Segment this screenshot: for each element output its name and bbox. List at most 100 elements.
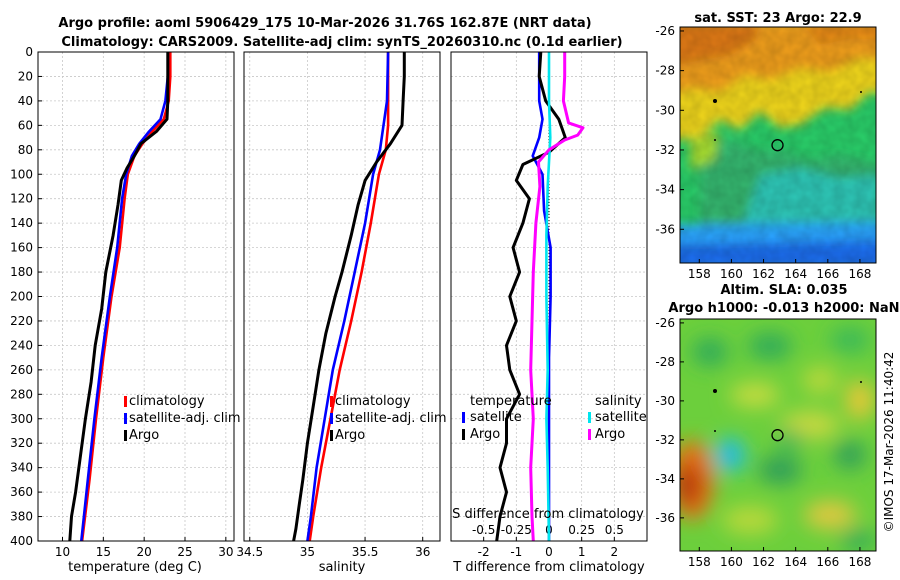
series-line-satellite-adj-clim: [306, 52, 390, 541]
map-x-tick-label: 160: [720, 555, 743, 569]
depth-tick-label: 80: [18, 143, 33, 157]
salinity-legend: climatology satellite-adj. clim Argo: [330, 394, 447, 443]
map-y-tick-label: -26: [655, 24, 675, 38]
map-y-tick-label: -34: [655, 472, 675, 486]
s-tick-label: -0.5: [472, 523, 495, 537]
map-x-tick-label: 166: [816, 555, 839, 569]
temperature-panel: 0 20 40 60 80 100 120 140 160 180 200 220 240 260 280 3…: [10, 45, 235, 559]
sla-field: [680, 319, 876, 551]
imos-credit: ©IMOS 17-Mar-2026 11:40:42: [882, 352, 896, 533]
panel-frame: [243, 51, 441, 542]
x-tick-label: 35.5: [352, 545, 379, 559]
depth-tick-label: 300: [10, 412, 33, 426]
sla-map-title-line1: Altim. SLA: 0.035: [721, 283, 848, 298]
profile-location-circle: [771, 139, 784, 152]
panel-frame: [37, 51, 235, 542]
profile-location-circle: [771, 429, 784, 442]
depth-tick-label: 360: [10, 485, 33, 499]
legend-label-sal-satellite: satellite: [595, 410, 647, 425]
map-x-tick-label: 160: [720, 267, 743, 281]
depth-tick-label: 60: [18, 118, 33, 132]
depth-tick-label: 400: [10, 534, 33, 548]
depth-tick-label: 160: [10, 241, 33, 255]
difference-legend: temperature salinity satellite Argo sate…: [452, 394, 647, 522]
s-tick-label: 0.25: [568, 523, 595, 537]
salinity-panel: 34.5 35 35.5 36: [236, 51, 441, 559]
map-y-tick-label: -34: [655, 183, 675, 197]
difference-panel: -2 -1 0 1 2-0.5 -0.25 0 0.25 0.5: [450, 51, 648, 559]
map-y-tick-label: -28: [655, 355, 675, 369]
depth-tick-label: 280: [10, 387, 33, 401]
legend-label-climatology: climatology: [335, 394, 411, 409]
figure-title-line2: Climatology: CARS2009. Satellite-adj cli…: [61, 35, 622, 50]
map-x-tick-label: 168: [848, 555, 871, 569]
series-group: [68, 52, 172, 541]
series-line-temperature-satellite: [531, 52, 552, 541]
depth-tick-label: 320: [10, 436, 33, 450]
sst-map-ticks: 158 160 162 164 166 168 -26 -28 -30 -32 -34 -36: [655, 24, 871, 281]
s-tick-label: 0.5: [605, 523, 624, 537]
map-x-tick-label: 168: [848, 267, 871, 281]
series-group: [495, 52, 585, 541]
map-y-tick-label: -26: [655, 316, 675, 330]
x-tick-label: 20: [137, 545, 152, 559]
series-line-satellite-adj-clim: [80, 52, 170, 541]
map-y-tick-label: -36: [655, 222, 675, 236]
series-line-climatology: [308, 52, 390, 541]
map-y-tick-label: -30: [655, 394, 675, 408]
series-line-salinity-satellite: [545, 52, 552, 541]
depth-tick-label: 20: [18, 69, 33, 83]
series-line-temperature-argo: [495, 52, 567, 541]
sla-map: Altim. SLA: 0.035 Argo h1000: -0.013 h20…: [655, 283, 899, 569]
x-tick-label: 1: [578, 545, 586, 559]
legend-header-temperature: temperature: [470, 394, 552, 409]
depth-tick-label: 260: [10, 363, 33, 377]
legend-swatch-argo: [124, 430, 127, 441]
map-y-tick-label: -36: [655, 511, 675, 525]
panel-frame: [450, 51, 648, 542]
legend-swatch-climatology: [124, 396, 127, 407]
sla-map-title-line2: Argo h1000: -0.013 h2000: NaN: [668, 301, 899, 316]
x-tick-label: 0: [545, 545, 553, 559]
depth-tick-label: 180: [10, 265, 33, 279]
map-x-tick-label: 162: [752, 555, 775, 569]
legend-label-satellite: satellite-adj. clim: [335, 411, 447, 426]
legend-label-climatology: climatology: [129, 394, 205, 409]
x-tick-label: 10: [55, 545, 70, 559]
x-tick-label: 35: [300, 545, 315, 559]
depth-tick-label: 340: [10, 461, 33, 475]
map-y-tick-label: -28: [655, 64, 675, 78]
map-x-tick-label: 158: [688, 267, 711, 281]
sst-map: sat. SST: 23 Argo: 22.9 158 160 162 164 166 1…: [655, 11, 877, 281]
sst-map-title: sat. SST: 23 Argo: 22.9: [694, 11, 861, 26]
legend-label-sal-argo: Argo: [595, 427, 625, 442]
legend-header-salinity: salinity: [595, 394, 642, 409]
legend-swatch-sal-argo: [588, 429, 591, 440]
depth-tick-label: 0: [25, 45, 33, 59]
legend-swatch-argo: [330, 430, 333, 441]
sla-map-ticks: 158 160 162 164 166 168 -26 -28 -30 -32 -34 -36: [655, 316, 871, 569]
sst-map-frame: [679, 26, 877, 264]
sla-island-dot: [713, 389, 717, 393]
x-tick-label: 36: [415, 545, 430, 559]
x-tick-label: 15: [96, 545, 111, 559]
series-group: [292, 52, 406, 541]
map-y-tick-label: -30: [655, 103, 675, 117]
depth-tick-label: 140: [10, 216, 33, 230]
legend-swatch-satellite: [124, 413, 127, 424]
legend-label-temp-satellite: satellite: [470, 410, 522, 425]
legend-label-temp-argo: Argo: [470, 427, 500, 442]
map-x-tick-label: 164: [784, 267, 807, 281]
legend-swatch-temp-argo: [462, 429, 465, 440]
series-line-argo: [68, 52, 170, 541]
difference-xlabel: T difference from climatology: [452, 560, 645, 575]
map-y-tick-label: -32: [655, 433, 675, 447]
s-tick-label: -0.25: [501, 523, 532, 537]
x-tick-label: -2: [478, 545, 490, 559]
map-x-tick-label: 164: [784, 555, 807, 569]
x-tick-label: 30: [218, 545, 233, 559]
sst-field: [680, 27, 876, 263]
legend-swatch-satellite: [330, 413, 333, 424]
salinity-xlabel: salinity: [319, 560, 366, 575]
